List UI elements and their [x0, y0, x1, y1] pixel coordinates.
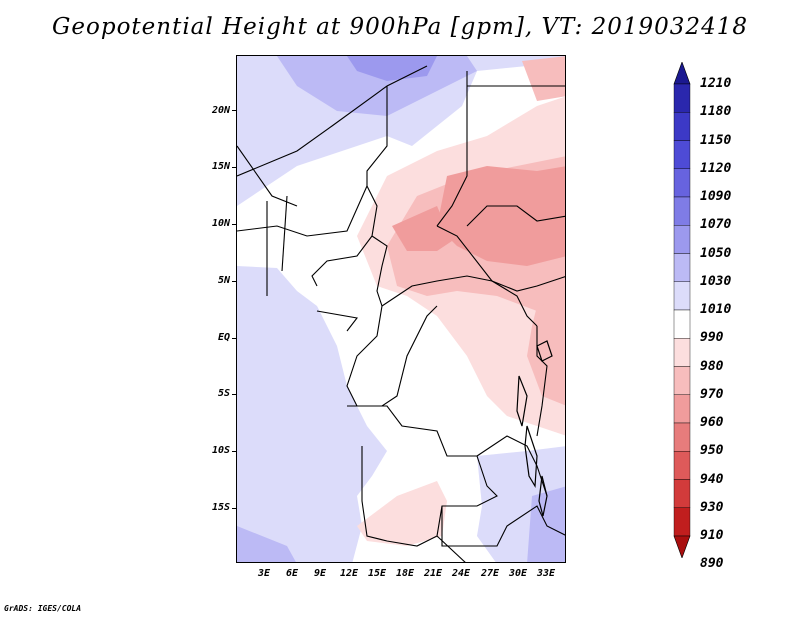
lat-tick: [232, 167, 236, 168]
lat-tick: [232, 338, 236, 339]
colorbar-level-label: 930: [700, 499, 724, 515]
colorbar-segment: [673, 309, 691, 339]
colorbar-segment: [673, 507, 691, 537]
colorbar-segment: [673, 281, 691, 311]
colorbar-level-label: 910: [700, 528, 724, 543]
colorbar-level-label: 980: [700, 358, 724, 374]
colorbar-level-label: 890: [700, 556, 724, 572]
lon-label-9e: 9E: [313, 568, 327, 579]
colorbar-segment: [673, 112, 691, 141]
lat-tick: [232, 394, 236, 395]
colorbar-segment: [673, 140, 691, 169]
colorbar-level-label: 1010: [700, 302, 732, 317]
colorbar-top-arrow: [673, 62, 691, 85]
colorbar-segment: [673, 225, 691, 254]
lat-label-15s: 15S: [211, 502, 230, 513]
lat-label-5n: 5N: [217, 275, 230, 286]
colorbar-level-label: 940: [700, 471, 724, 487]
lat-tick: [232, 508, 236, 509]
lon-label-24e: 24E: [451, 568, 471, 579]
lat-tick: [232, 281, 236, 282]
colorbar-segment: [673, 196, 691, 226]
lon-label-30e: 30E: [508, 568, 528, 579]
colorbar-level-label: 1050: [700, 245, 732, 261]
plot-title: Geopotential Height at 900hPa [gpm], VT:…: [52, 14, 748, 40]
lon-label-6e: 6E: [285, 568, 299, 579]
lon-label-18e: 18E: [395, 568, 415, 579]
colorbar-segment: [673, 253, 691, 282]
lat-label-5s: 5S: [217, 388, 230, 399]
colorbar-level-label: 1030: [700, 273, 732, 289]
lat-label-10s: 10S: [211, 445, 230, 456]
colorbar-level-label: 990: [700, 330, 724, 346]
lat-label-eq: EQ: [217, 332, 230, 343]
lat-label-10n: 10N: [211, 218, 230, 229]
colorbar-segment: [673, 451, 691, 480]
lon-label-12e: 12E: [339, 568, 359, 579]
colorbar-level-label: 1180: [700, 104, 732, 120]
geopotential-field: [237, 56, 565, 562]
colorbar-level-label: 960: [700, 415, 724, 430]
grads-credit: GrADS: IGES/COLA: [4, 604, 82, 613]
colorbar-segment: [673, 479, 691, 508]
colorbar-bottom-arrow: [673, 535, 691, 558]
colorbar-segment: [673, 338, 691, 367]
colorbar-level-label: 1090: [700, 189, 732, 204]
colorbar-level-label: 970: [700, 386, 724, 402]
lat-tick: [232, 110, 236, 111]
lat-tick: [232, 451, 236, 452]
lat-label-15n: 15N: [211, 161, 230, 172]
colorbar-level-label: 950: [700, 443, 724, 459]
colorbar-level-label: 1210: [700, 76, 732, 91]
lat-tick: [232, 224, 236, 225]
map-panel: [236, 55, 566, 563]
lon-label-27e: 27E: [480, 568, 500, 579]
lon-label-33e: 33E: [536, 568, 556, 579]
colorbar: [673, 62, 691, 558]
lon-label-15e: 15E: [367, 568, 387, 579]
colorbar-level-label: 1150: [700, 132, 732, 148]
lon-label-3e: 3E: [257, 568, 271, 579]
colorbar-segment: [673, 394, 691, 424]
colorbar-level-label: 1120: [700, 160, 732, 176]
colorbar-level-label: 1070: [700, 217, 732, 233]
lon-label-21e: 21E: [423, 568, 443, 579]
lat-label-20n: 20N: [211, 105, 230, 116]
colorbar-segment: [673, 83, 691, 113]
colorbar-segment: [673, 168, 691, 198]
colorbar-segment: [673, 366, 691, 395]
colorbar-segment: [673, 422, 691, 452]
